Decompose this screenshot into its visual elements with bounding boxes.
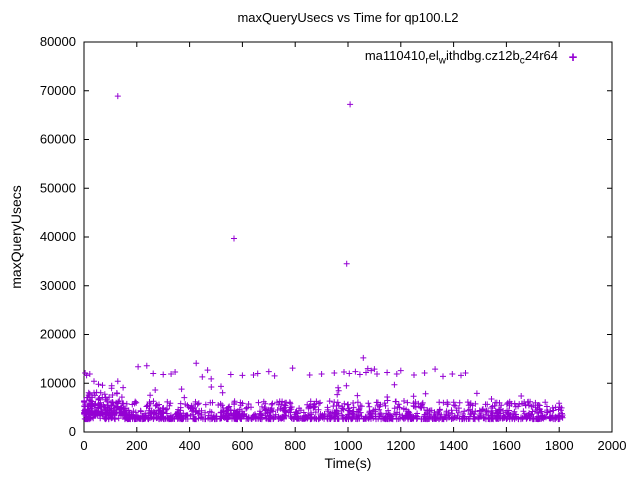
legend-plus-marker: + (568, 48, 578, 66)
y-tick-label: 20000 (40, 327, 76, 342)
x-tick-label: 1200 (386, 438, 415, 453)
x-tick-label: 2000 (598, 438, 627, 453)
x-tick-label: 1600 (492, 438, 521, 453)
legend-text-segment: ma110410 (364, 48, 426, 63)
y-tick-label: 50000 (40, 180, 76, 195)
x-tick-label: 400 (179, 438, 201, 453)
scatter-points (81, 93, 566, 423)
legend: ma110410relwithdbg.cz12bc24r64 + (365, 48, 588, 67)
legend-label: ma110410relwithdbg.cz12bc24r64 (365, 48, 558, 67)
axis-ticks (83, 41, 613, 433)
x-axis-label: Time(s) (324, 455, 372, 471)
y-tick-label: 80000 (40, 34, 76, 49)
y-tick-label: 70000 (40, 83, 76, 98)
y-tick-label: 30000 (40, 278, 76, 293)
y-tick-label: 60000 (40, 132, 76, 147)
x-tick-label: 600 (232, 438, 254, 453)
y-axis-label: maxQueryUsecs (8, 185, 24, 289)
legend-text-segment: r (425, 55, 429, 67)
legend-text-segment: ithdbg.cz12b (446, 48, 520, 63)
legend-text-segment: w (438, 55, 447, 67)
x-tick-label: 800 (284, 438, 306, 453)
y-tick-label: 40000 (40, 229, 76, 244)
x-tick-label: 200 (126, 438, 148, 453)
x-tick-label: 1400 (439, 438, 468, 453)
x-tick-label: 1000 (334, 438, 363, 453)
chart-title: maxQueryUsecs vs Time for qp100.L2 (237, 10, 459, 25)
legend-text-segment: el (428, 48, 439, 63)
x-tick-label: 1800 (545, 438, 574, 453)
x-tick-label: 0 (80, 438, 87, 453)
legend-text-segment: 24r64 (524, 48, 558, 63)
y-tick-label: 0 (69, 424, 76, 439)
legend-text-segment: c (519, 55, 525, 67)
y-tick-label: 10000 (40, 375, 76, 390)
